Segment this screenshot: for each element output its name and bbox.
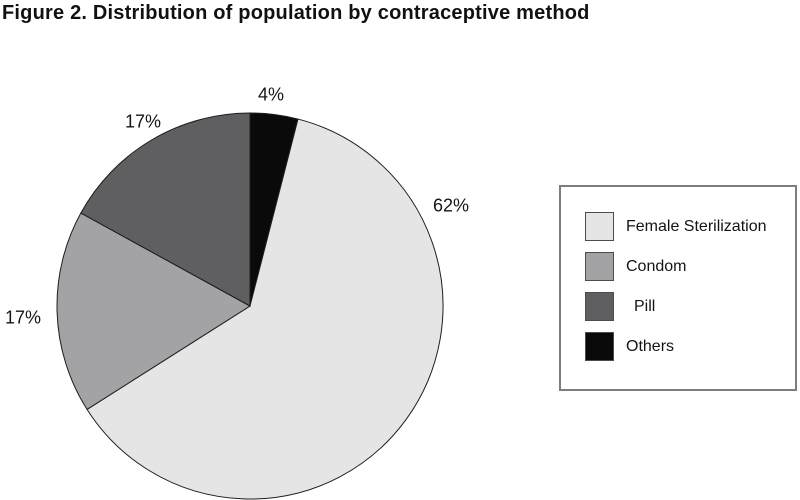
legend-row-female-sterilization: Female Sterilization: [585, 212, 795, 241]
legend-row-others: Others: [585, 332, 795, 361]
legend-label-condom: Condom: [626, 257, 687, 275]
figure-title: Figure 2. Distribution of population by …: [2, 2, 590, 24]
pie-slice-condom: [56, 212, 251, 411]
legend-row-condom: Condom: [585, 252, 795, 281]
legend-swatch-female-sterilization: [585, 212, 614, 241]
legend-swatch-condom: [585, 252, 614, 281]
legend-label-others: Others: [626, 337, 675, 355]
pie-slice-female-sterilization: [86, 118, 444, 500]
legend-swatch-others: [585, 332, 614, 361]
pie-slice-pill: [80, 112, 251, 307]
legend-label-pill: Pill: [634, 297, 656, 315]
pie-slice-label-female-sterilization: 62%: [432, 195, 470, 216]
legend: Female Sterilization Condom Pill Others: [559, 185, 797, 391]
pie-slice-label-condom: 17%: [4, 307, 42, 328]
legend-row-pill: Pill: [585, 292, 795, 321]
pie-slice-label-pill: 17%: [124, 111, 162, 132]
legend-swatch-pill: [585, 292, 614, 321]
pie-slice-label-others: 4%: [257, 84, 285, 105]
legend-label-female-sterilization: Female Sterilization: [626, 217, 767, 235]
